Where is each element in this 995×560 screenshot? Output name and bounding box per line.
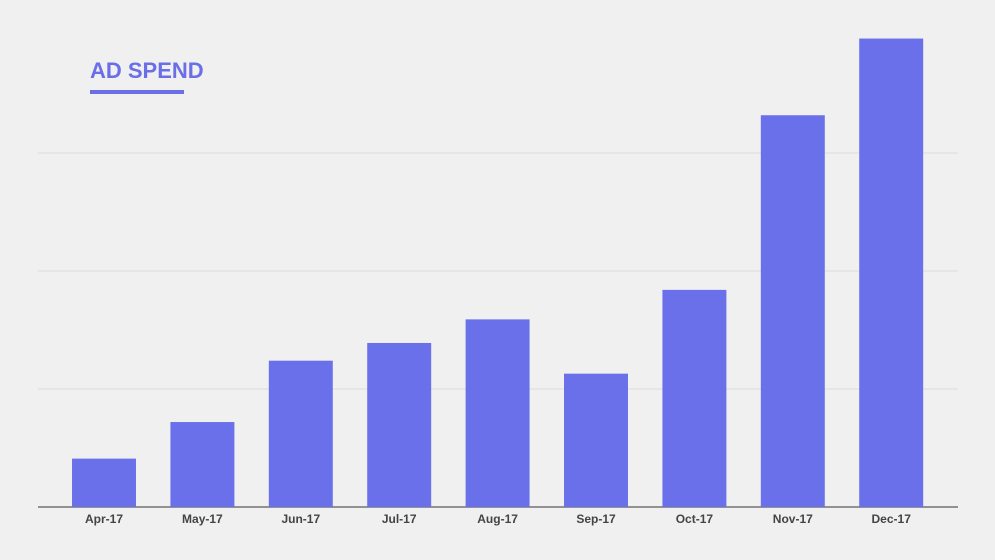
title-underline bbox=[90, 90, 184, 94]
bar bbox=[465, 319, 530, 507]
bar bbox=[760, 115, 825, 508]
x-tick-label: Nov-17 bbox=[773, 512, 813, 526]
bar bbox=[367, 342, 432, 507]
x-tick-label: Aug-17 bbox=[477, 512, 518, 526]
bar bbox=[268, 360, 333, 507]
bar bbox=[564, 373, 628, 507]
bar bbox=[662, 289, 727, 507]
bar bbox=[170, 422, 235, 507]
bar bbox=[72, 458, 136, 507]
x-tick-label: Dec-17 bbox=[872, 512, 912, 526]
x-tick-label: Oct-17 bbox=[676, 512, 714, 526]
x-tick-label: Sep-17 bbox=[576, 512, 616, 526]
x-tick-label: May-17 bbox=[182, 512, 223, 526]
x-tick-label: Jul-17 bbox=[382, 512, 417, 526]
bar bbox=[859, 38, 924, 507]
chart-title: AD SPEND bbox=[90, 58, 204, 83]
x-tick-label: Apr-17 bbox=[85, 512, 123, 526]
x-tick-label: Jun-17 bbox=[281, 512, 320, 526]
